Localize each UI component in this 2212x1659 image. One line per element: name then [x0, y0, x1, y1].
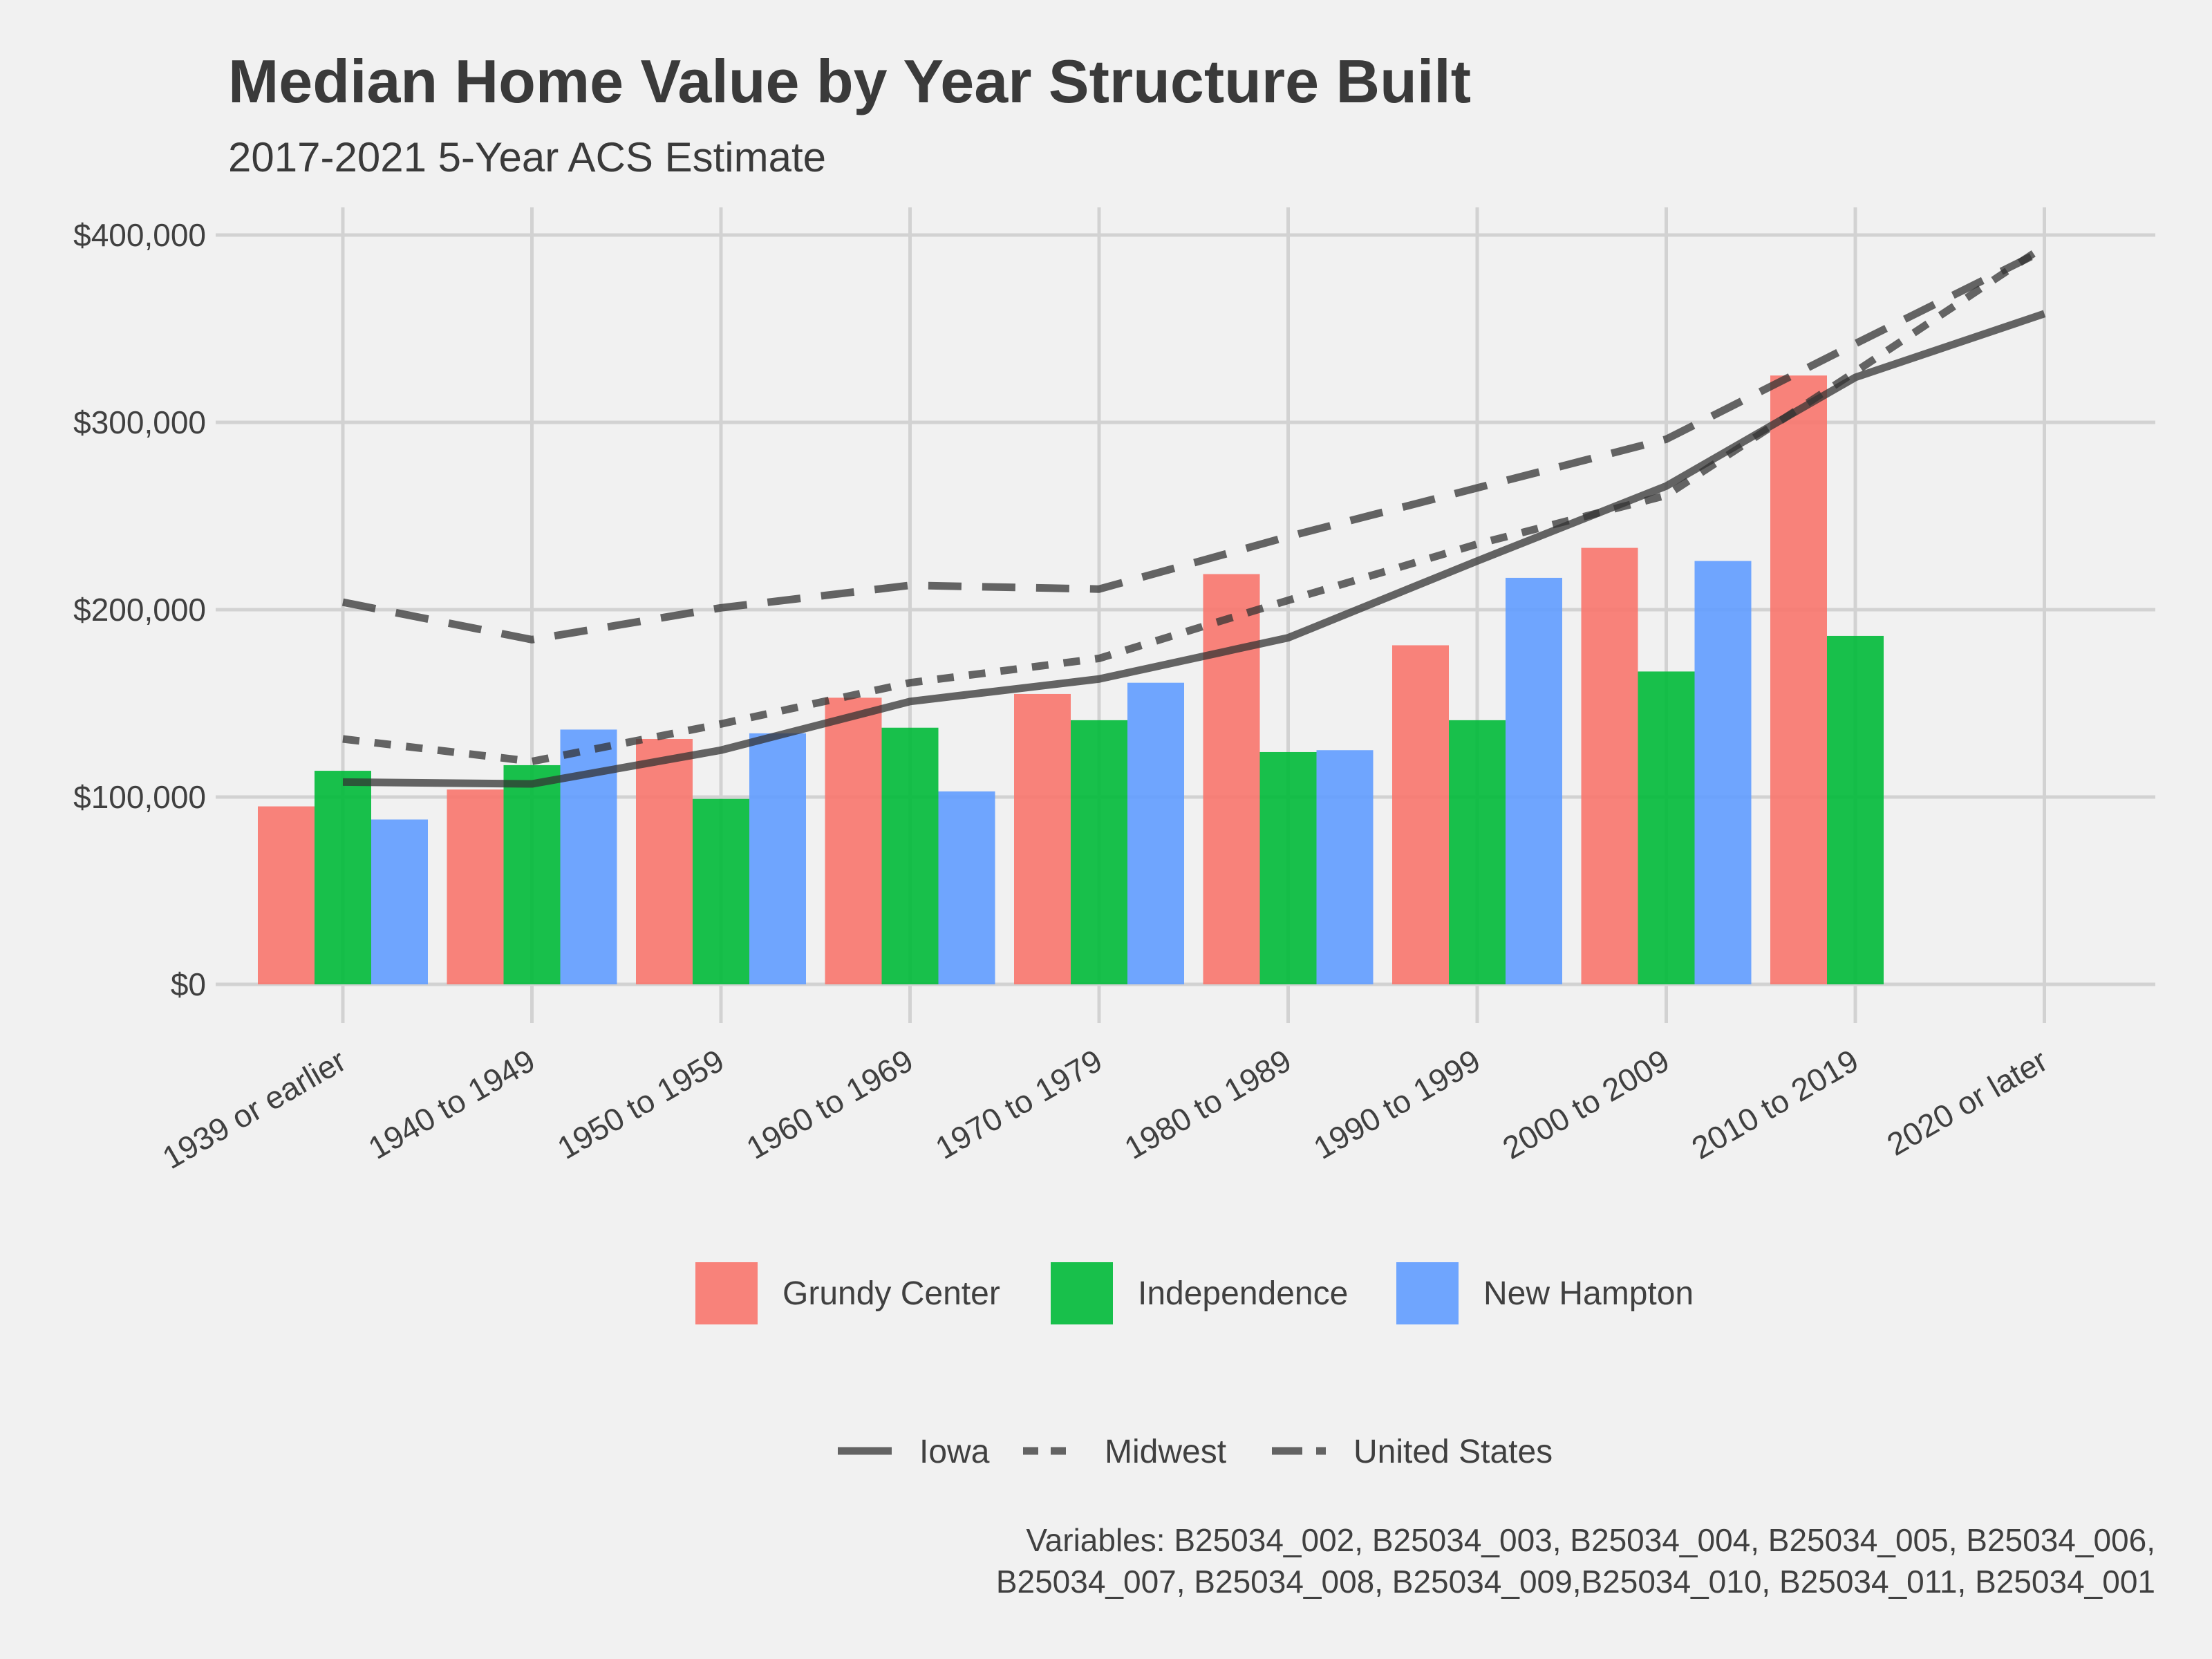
- bar: [825, 697, 882, 984]
- x-tick-label: 1990 to 1999: [1307, 1042, 1486, 1166]
- bar: [1827, 635, 1884, 984]
- y-tick-label: $100,000: [73, 779, 206, 815]
- bar: [315, 771, 371, 984]
- legend-label: Iowa: [919, 1434, 990, 1470]
- bar: [1694, 561, 1752, 984]
- caption-line: B25034_007, B25034_008, B25034_009,B2503…: [996, 1564, 2155, 1600]
- x-tick-label: 1980 to 1989: [1118, 1042, 1297, 1166]
- bar: [938, 791, 995, 984]
- caption: Variables: B25034_002, B25034_003, B2503…: [996, 1522, 2155, 1600]
- chart-title: Median Home Value by Year Structure Buil…: [228, 47, 1471, 115]
- x-tick-label: 2020 or later: [1881, 1042, 2054, 1163]
- bar: [1392, 645, 1449, 984]
- bar: [881, 727, 939, 984]
- x-tick-label: 1939 or earlier: [156, 1042, 352, 1176]
- legend-label: Midwest: [1105, 1434, 1226, 1470]
- chart-subtitle: 2017-2021 5-Year ACS Estimate: [228, 134, 826, 180]
- bar: [1506, 577, 1562, 984]
- x-tick-label: 1960 to 1969: [740, 1042, 919, 1166]
- legend-label: New Hampton: [1483, 1275, 1694, 1312]
- legend-label: Independence: [1138, 1275, 1348, 1312]
- bar: [258, 806, 315, 984]
- bar: [1449, 720, 1506, 984]
- y-tick-label: $400,000: [73, 217, 206, 253]
- legend-label: Grundy Center: [782, 1275, 1000, 1312]
- bar: [447, 789, 504, 984]
- bar: [1014, 693, 1071, 984]
- legend-key: [1051, 1262, 1113, 1324]
- bar: [1638, 671, 1695, 984]
- bar: [693, 798, 749, 984]
- legend-key: [1396, 1262, 1459, 1324]
- x-tick-label: 1940 to 1949: [362, 1042, 541, 1166]
- legend-key: [695, 1262, 758, 1324]
- series-line: [341, 246, 2046, 644]
- bar-legend: Grundy Center Independence New Hampton: [695, 1262, 1694, 1324]
- bar: [1316, 750, 1374, 984]
- lines-layer: [341, 243, 2047, 788]
- caption-line: Variables: B25034_002, B25034_003, B2503…: [1026, 1522, 2155, 1558]
- legend-label: United States: [1353, 1434, 1553, 1470]
- bar: [1259, 751, 1317, 984]
- line-legend: Iowa Midwest United States: [838, 1434, 1553, 1470]
- y-tick-label: $200,000: [73, 592, 206, 628]
- bar: [503, 765, 561, 984]
- bar: [749, 733, 806, 984]
- bars-layer: [258, 375, 1884, 984]
- bar: [1770, 375, 1827, 984]
- x-tick-label: 1970 to 1979: [929, 1042, 1108, 1166]
- y-tick-label: $0: [171, 966, 206, 1002]
- bar: [1127, 682, 1184, 984]
- x-tick-label: 2010 to 2019: [1685, 1042, 1864, 1166]
- bar: [1071, 720, 1127, 984]
- series-line: [342, 243, 2047, 766]
- bar: [371, 819, 428, 984]
- y-tick-label: $300,000: [73, 404, 206, 440]
- bar: [636, 738, 693, 984]
- bar: [1581, 547, 1638, 984]
- x-tick-label: 2000 to 2009: [1497, 1042, 1676, 1166]
- x-tick-label: 1950 to 1959: [551, 1042, 730, 1166]
- bar: [1203, 574, 1260, 984]
